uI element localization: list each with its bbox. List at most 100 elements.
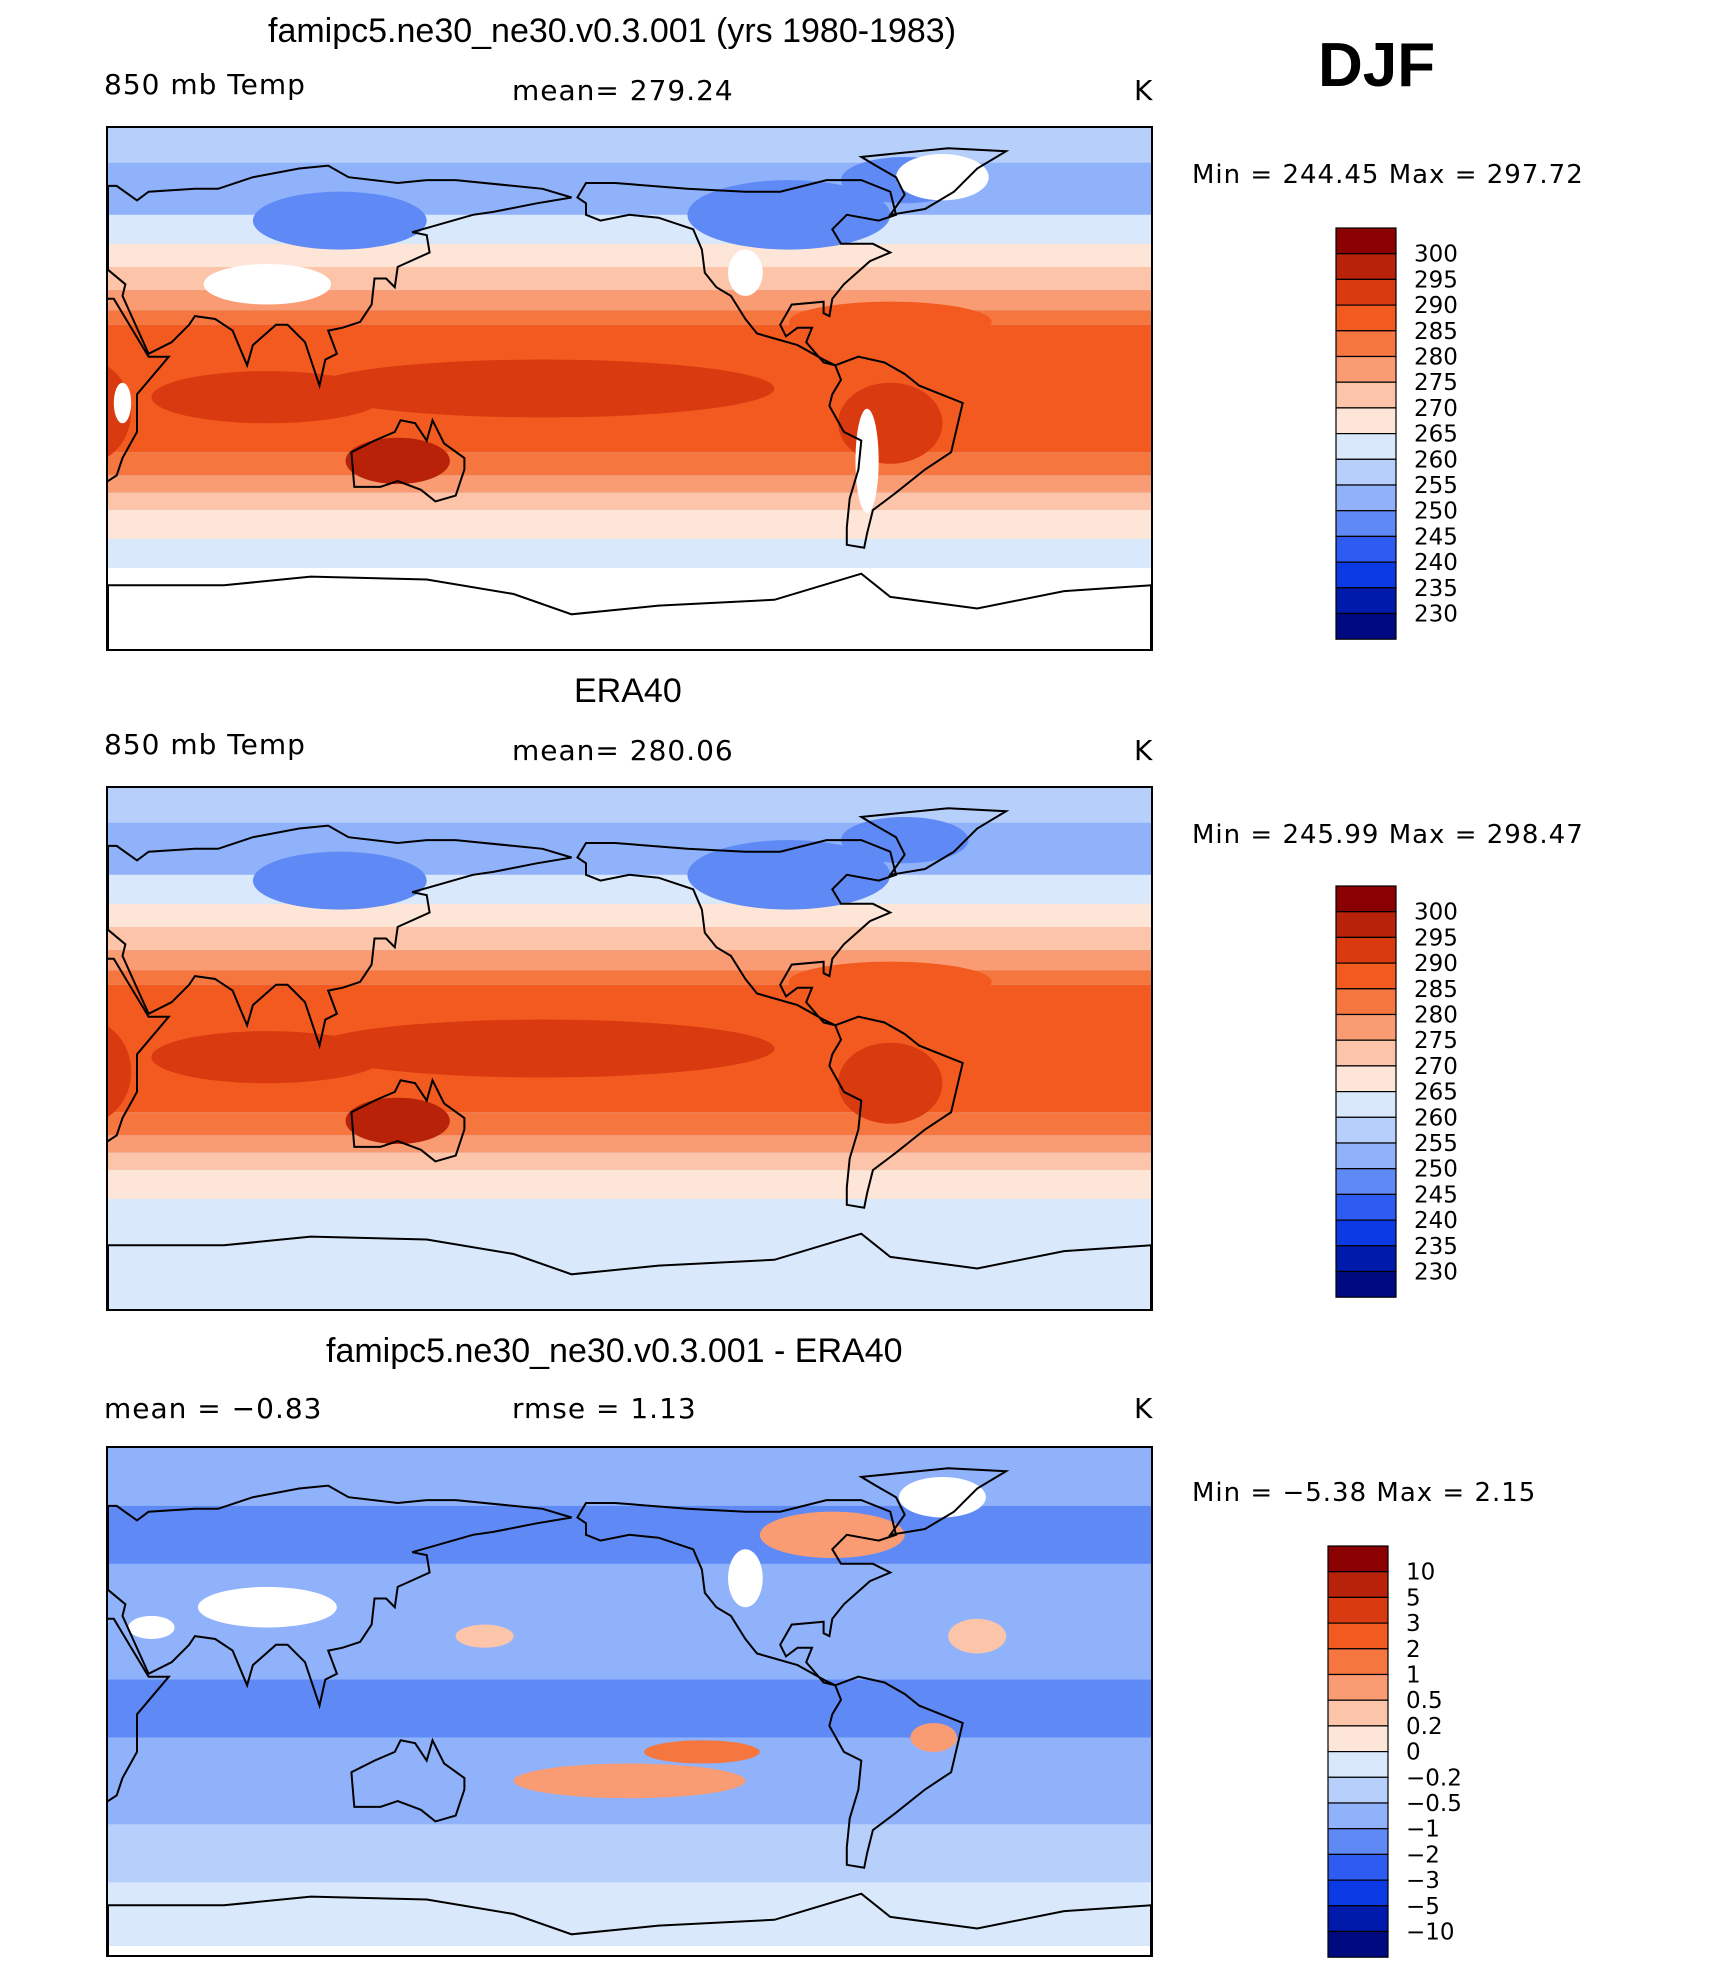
- contour-blob: [910, 1722, 957, 1752]
- colorbar-tick-label: −1: [1406, 1817, 1440, 1843]
- colorbar-tick-label: 235: [1414, 576, 1458, 602]
- colorbar-swatch: [1335, 1116, 1397, 1144]
- colorbar-tick-label: 260: [1414, 447, 1458, 473]
- contour-blob: [788, 301, 992, 343]
- coastline: [108, 1232, 1151, 1309]
- colorbar-tick-label: 265: [1414, 1080, 1458, 1106]
- colorbar-tick-label: 5: [1406, 1585, 1421, 1611]
- coastline: [108, 572, 1151, 649]
- contour-band: [108, 475, 1151, 493]
- colorbar-tick-label: 285: [1414, 319, 1458, 345]
- colorbar-tick-label: −5: [1406, 1894, 1440, 1920]
- contour-blob: [113, 382, 132, 424]
- contour-blob: [855, 408, 879, 513]
- contour-band: [108, 539, 1151, 568]
- colorbar-swatch: [1335, 510, 1397, 538]
- contour-blob: [898, 1476, 986, 1518]
- panel-1-units-label: K: [1134, 74, 1154, 107]
- colorbar-tick-label: 255: [1414, 1131, 1458, 1157]
- colorbar-tick-label: 275: [1414, 370, 1458, 396]
- coastline: [350, 417, 466, 503]
- contour-blob: [310, 1019, 775, 1078]
- colorbar-tick-label: 255: [1414, 473, 1458, 499]
- panel-2-mean-label: mean= 280.06: [512, 734, 734, 767]
- coastline: [108, 164, 572, 390]
- colorbar-tick-label: 270: [1414, 396, 1458, 422]
- colorbar-tick-label: 230: [1414, 602, 1458, 628]
- panel-3-minmax: Min = −5.38 Max = 2.15: [1192, 1478, 1537, 1508]
- contour-band: [108, 1824, 1151, 1883]
- contour-band: [108, 310, 1151, 325]
- colorbar-tick-label: 0.2: [1406, 1714, 1443, 1740]
- contour-blob: [759, 1511, 905, 1558]
- contour-blob: [840, 816, 969, 864]
- colorbar-swatch: [1327, 1930, 1389, 1958]
- colorbar-swatch: [1335, 330, 1397, 358]
- contour-band: [108, 950, 1151, 971]
- contour-blob: [838, 1042, 943, 1124]
- colorbar-tick-label: 10: [1406, 1560, 1435, 1586]
- colorbar-swatch: [1327, 1596, 1389, 1624]
- colorbar-swatch: [1327, 1879, 1389, 1907]
- contour-blob: [345, 1097, 450, 1145]
- contour-band: [108, 492, 1151, 511]
- colorbar-swatch: [1327, 1648, 1389, 1676]
- panel-3-title: famipc5.ne30_ne30.v0.3.001 - ERA40: [326, 1332, 903, 1370]
- colorbar-swatch: [1327, 1802, 1389, 1830]
- colorbar-tick-label: 290: [1414, 951, 1458, 977]
- panel-2-colorbar: 300 295 290 285 280 275 270 265 260 255 250 245 240 2…: [1335, 885, 1536, 1301]
- coastline: [828, 355, 964, 549]
- contour-band: [108, 1170, 1151, 1200]
- colorbar-swatch: [1335, 1219, 1397, 1247]
- contour-blob: [838, 382, 943, 464]
- contour-blob: [310, 359, 775, 418]
- colorbar-swatch: [1327, 1699, 1389, 1727]
- coastlines: [108, 807, 1151, 1309]
- colorbar-tick-label: 0.5: [1406, 1688, 1443, 1714]
- contour-blob: [108, 1026, 132, 1117]
- contour-blob: [896, 154, 989, 201]
- panel-1-mean-label: mean= 279.24: [512, 74, 734, 107]
- coastline: [858, 807, 1010, 877]
- panel-3-colorbar: 10 5 3 2 1 0.5 0.2 0 −0.2 −0.5 −1 −2 −3 −5 −10: [1327, 1545, 1528, 1961]
- panel-1-minmax: Min = 244.45 Max = 297.72: [1192, 160, 1584, 190]
- colorbar-swatch: [1335, 587, 1397, 615]
- colorbar-swatch: [1335, 612, 1397, 640]
- coastlines: [108, 147, 1151, 649]
- contour-blob: [197, 1586, 337, 1628]
- panel-3-rmse-label: rmse = 1.13: [512, 1392, 697, 1425]
- coastline: [858, 1467, 1010, 1537]
- colorbar-swatch: [1327, 1571, 1389, 1599]
- contour-band: [108, 510, 1151, 540]
- contour-blob: [455, 1624, 514, 1648]
- contour-blob: [252, 191, 427, 250]
- contour-band: [108, 1135, 1151, 1153]
- colorbar-tick-label: 240: [1414, 1208, 1458, 1234]
- colorbar-swatch: [1335, 304, 1397, 332]
- colorbar-swatch: [1335, 278, 1397, 306]
- coastline: [108, 824, 572, 1050]
- contour-blob: [687, 840, 891, 910]
- colorbar-swatch: [1335, 885, 1397, 913]
- colorbar-swatch: [1335, 1245, 1397, 1273]
- colorbar-tick-label: 0: [1406, 1740, 1421, 1766]
- contour-blob: [687, 180, 891, 250]
- coastline: [576, 839, 898, 1027]
- contour-blob: [728, 249, 763, 296]
- colorbar-swatch: [1335, 988, 1397, 1016]
- colorbar-tick-label: 300: [1414, 242, 1458, 268]
- colorbar-tick-label: 300: [1414, 900, 1458, 926]
- colorbar-swatch: [1335, 1013, 1397, 1041]
- coastline: [576, 1499, 898, 1687]
- panel-2-minmax: Min = 245.99 Max = 298.47: [1192, 820, 1584, 850]
- contour-blob: [948, 1618, 1007, 1654]
- colorbar-tick-label: 2: [1406, 1637, 1421, 1663]
- contour-band: [108, 1882, 1151, 1946]
- contour-blob: [728, 1549, 763, 1608]
- panel-3-map: [106, 1446, 1153, 1957]
- colorbar-swatch: [1335, 458, 1397, 486]
- colorbar-swatch: [1335, 484, 1397, 512]
- colorbar-tick-label: 230: [1414, 1260, 1458, 1286]
- contour-band: [108, 266, 1151, 291]
- coastline: [576, 179, 898, 367]
